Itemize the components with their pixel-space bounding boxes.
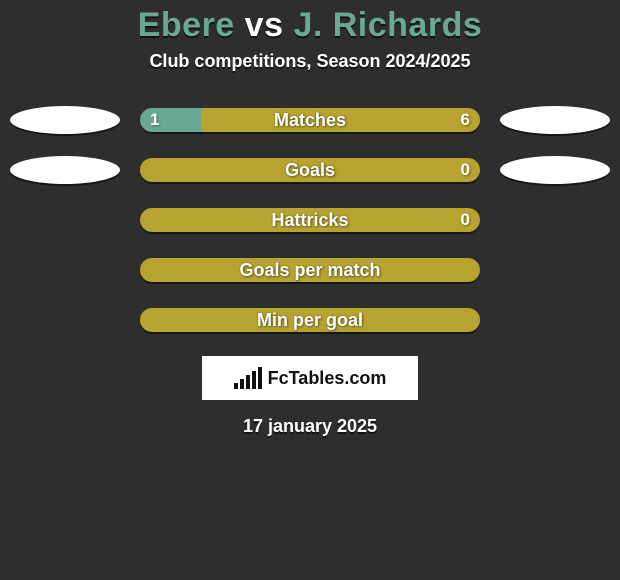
void-icon [10, 106, 120, 134]
right-void-slot [500, 256, 610, 284]
right-void-slot [500, 106, 610, 134]
title-vs: vs [245, 6, 284, 44]
left-void-slot [10, 106, 120, 134]
bar-segment-left [140, 158, 480, 182]
title: Ebere vs J. Richards [0, 6, 620, 45]
bar-chart-icon [234, 367, 262, 389]
void-icon [500, 156, 610, 184]
stat-row: Goals per match [0, 256, 620, 284]
stat-row: Goals0 [0, 156, 620, 184]
left-void-slot [10, 206, 120, 234]
bar-segment-left [140, 308, 480, 332]
subtitle: Club competitions, Season 2024/2025 [0, 51, 620, 72]
stat-rows: Matches16 Goals0 Hattricks0 Goals per match… [0, 106, 620, 334]
left-void-slot [10, 256, 120, 284]
comparison-card: Ebere vs J. Richards Club competitions, … [0, 6, 620, 580]
bar-segment-left [140, 108, 201, 132]
bar-segment-left [140, 208, 480, 232]
void-icon [500, 106, 610, 134]
player-right-name: J. Richards [293, 6, 482, 44]
stat-bar: Matches16 [140, 108, 480, 132]
left-void-slot [10, 156, 120, 184]
right-void-slot [500, 206, 610, 234]
right-void-slot [500, 306, 610, 334]
left-void-slot [10, 306, 120, 334]
right-void-slot [500, 156, 610, 184]
stat-bar: Hattricks0 [140, 208, 480, 232]
date: 17 january 2025 [0, 416, 620, 437]
bar-segment-right [201, 108, 480, 132]
bar-segment-left [140, 258, 480, 282]
stat-bar: Min per goal [140, 308, 480, 332]
player-left-name: Ebere [138, 6, 235, 44]
logo-box: FcTables.com [202, 356, 418, 400]
void-icon [10, 156, 120, 184]
stat-row: Min per goal [0, 306, 620, 334]
stat-bar: Goals0 [140, 158, 480, 182]
stat-bar: Goals per match [140, 258, 480, 282]
stat-row: Hattricks0 [0, 206, 620, 234]
stat-row: Matches16 [0, 106, 620, 134]
logo-text: FcTables.com [268, 368, 387, 389]
